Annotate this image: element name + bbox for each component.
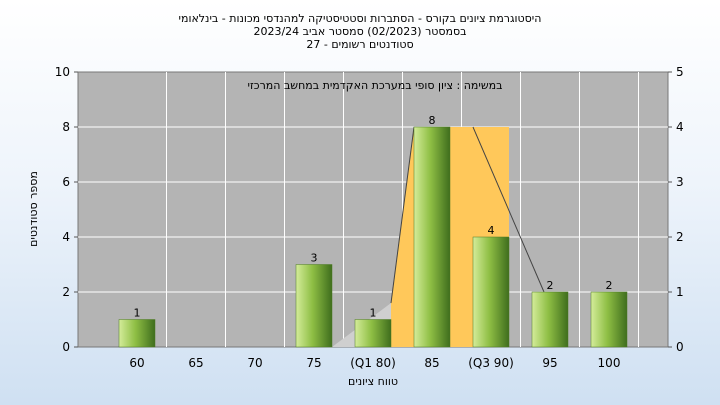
bar-value-label: 8	[429, 114, 436, 127]
bar	[472, 236, 510, 348]
x-tick-label: 95	[542, 356, 557, 370]
y2-tick-label: 3	[676, 175, 684, 189]
x-axis-label: טווח ציונים	[348, 375, 398, 388]
x-tick-label: 85	[424, 356, 439, 370]
value-labels: 1 3 1 8 4 2 2	[134, 114, 613, 320]
bars	[118, 126, 628, 348]
y-tick-label: 10	[55, 65, 70, 79]
y-axis-label: מספר סטודנטים	[27, 171, 40, 247]
bar	[590, 291, 628, 348]
x-tick-label: 100	[598, 356, 621, 370]
y2-axis-ticks: 0 1 2 3 4 5	[668, 65, 684, 354]
chart-title-line-1: היסטוגרמת ציונים בקורס - הסתברות וסטטיסט…	[179, 12, 542, 25]
y2-tick-label: 0	[676, 340, 684, 354]
chart-title-line-3: סטודנטים רשומים - 27	[306, 38, 413, 51]
chart-title-line-2: בסמסטר (02/2023) סמסטר אביב 2023/24	[253, 25, 466, 38]
y2-tick-label: 2	[676, 230, 684, 244]
x-tick-label: 65	[188, 356, 203, 370]
plot-area	[77, 71, 669, 348]
bar-value-label: 4	[488, 224, 495, 237]
lower-whisker-line	[390, 126, 415, 304]
y-tick-label: 4	[62, 230, 70, 244]
x-axis-ticks: 60 65 70 75 (Q1 80) 85 (Q3 90) 95 100	[129, 356, 620, 370]
x-tick-label: 70	[247, 356, 262, 370]
y-tick-label: 2	[62, 285, 70, 299]
y-tick-label: 6	[62, 175, 70, 189]
bar-value-label: 3	[311, 252, 318, 265]
bar-value-label: 1	[370, 307, 377, 320]
x-tick-label: 60	[129, 356, 144, 370]
bar	[531, 291, 569, 348]
y2-tick-label: 1	[676, 285, 684, 299]
x-tick-label: (Q1 80)	[350, 356, 396, 370]
y-tick-label: 0	[62, 340, 70, 354]
upper-whisker-line	[472, 126, 545, 293]
bar	[413, 126, 451, 348]
chart-title: היסטוגרמת ציונים בקורס - הסתברות וסטטיסט…	[179, 12, 542, 51]
lower-quartile-area	[391, 127, 414, 347]
y-tick-label: 8	[62, 120, 70, 134]
bar	[295, 264, 333, 348]
bar	[118, 319, 156, 348]
bar-value-label: 2	[547, 279, 554, 292]
x-tick-label: (Q3 90)	[468, 356, 514, 370]
y2-tick-label: 5	[676, 65, 684, 79]
y-axis-ticks: 0 2 4 6 8 10	[55, 65, 78, 354]
bar-value-label: 2	[606, 279, 613, 292]
chart-note: במשימה : ציון סופי במערכת האקדמית במחשב …	[248, 79, 503, 92]
bar	[354, 319, 392, 348]
x-tick-label: 75	[306, 356, 321, 370]
bar-value-label: 1	[134, 307, 141, 320]
y2-tick-label: 4	[676, 120, 684, 134]
